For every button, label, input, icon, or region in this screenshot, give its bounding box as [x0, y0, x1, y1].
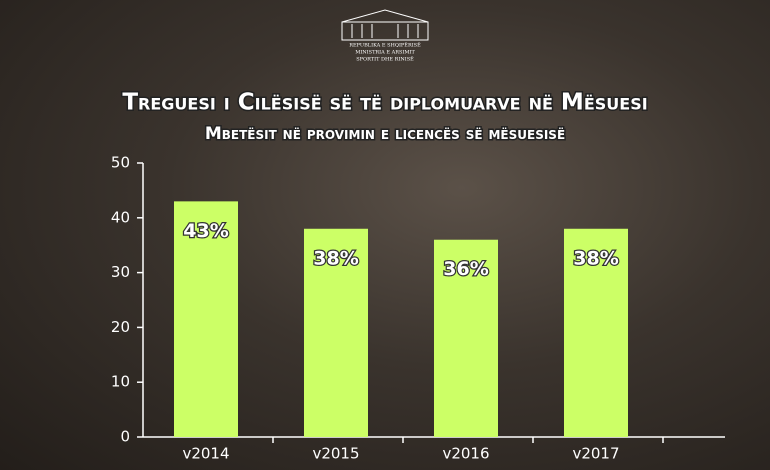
y-tick-label: 10: [111, 373, 130, 391]
logo-text: MINISTRIA E ARSIMIT: [355, 50, 415, 56]
y-tick-label: 20: [111, 318, 130, 336]
value-label: 36%: [443, 258, 488, 280]
bar: [564, 228, 628, 437]
bar: [434, 239, 498, 437]
logo-building: [341, 9, 429, 41]
x-tick-label: v2016: [442, 445, 489, 463]
logo-text: REPUBLIKA E SHQIPËRISË: [349, 42, 421, 49]
x-tick-label: v2015: [312, 445, 359, 463]
y-tick-label: 40: [111, 208, 130, 226]
bar: [174, 201, 238, 437]
x-tick-label: v2017: [572, 445, 619, 463]
logo-text: SPORTIT DHE RINISË: [356, 56, 414, 63]
y-tick-label: 30: [111, 263, 130, 281]
y-tick-label: 0: [120, 428, 130, 446]
x-tick-label: v2014: [182, 445, 229, 463]
value-label: 38%: [573, 247, 618, 269]
chart-title: Treguesi i Cilësisë së të diplomuarve në…: [122, 90, 647, 116]
y-tick-label: 50: [111, 154, 130, 172]
chart-subtitle: Mbetësit në provimin e licencës së mësue…: [205, 124, 565, 144]
value-label: 38%: [313, 247, 358, 269]
value-label: 43%: [183, 220, 228, 242]
bar: [304, 228, 368, 437]
